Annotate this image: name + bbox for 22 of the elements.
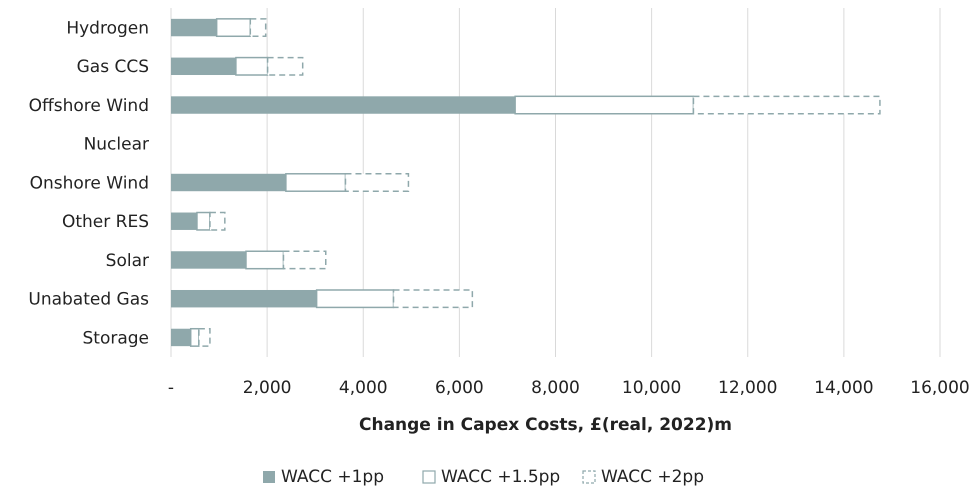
y-tick-label: Nuclear — [84, 134, 149, 155]
x-tick-label: 4,000 — [338, 378, 388, 398]
x-tick-label: - — [168, 378, 174, 398]
legend-label: WACC +1pp — [281, 467, 384, 487]
x-tick-label: 8,000 — [531, 378, 580, 398]
legend-label: WACC +1.5pp — [441, 467, 560, 487]
y-tick-label: Storage — [82, 328, 149, 348]
y-tick-label: Other RES — [62, 212, 149, 232]
x-tick-label: 14,000 — [814, 378, 874, 398]
y-tick-label: Hydrogen — [66, 18, 149, 39]
x-tick-label: 6,000 — [435, 378, 484, 398]
x-tick-label: 10,000 — [622, 378, 682, 398]
x-tick-label: 12,000 — [718, 378, 778, 398]
legend-label: WACC +2pp — [601, 467, 704, 487]
y-tick-label: Onshore Wind — [30, 173, 149, 194]
y-tick-label: Solar — [106, 250, 150, 271]
x-axis-title: Change in Capex Costs, £(real, 2022)m — [358, 415, 732, 435]
y-tick-label: Unabated Gas — [28, 290, 150, 310]
x-tick-label: 16,000 — [910, 378, 970, 398]
x-tick-label: 2,000 — [242, 378, 292, 398]
y-tick-label: Offshore Wind — [28, 96, 149, 116]
y-tick-label: Gas CCS — [76, 57, 149, 78]
